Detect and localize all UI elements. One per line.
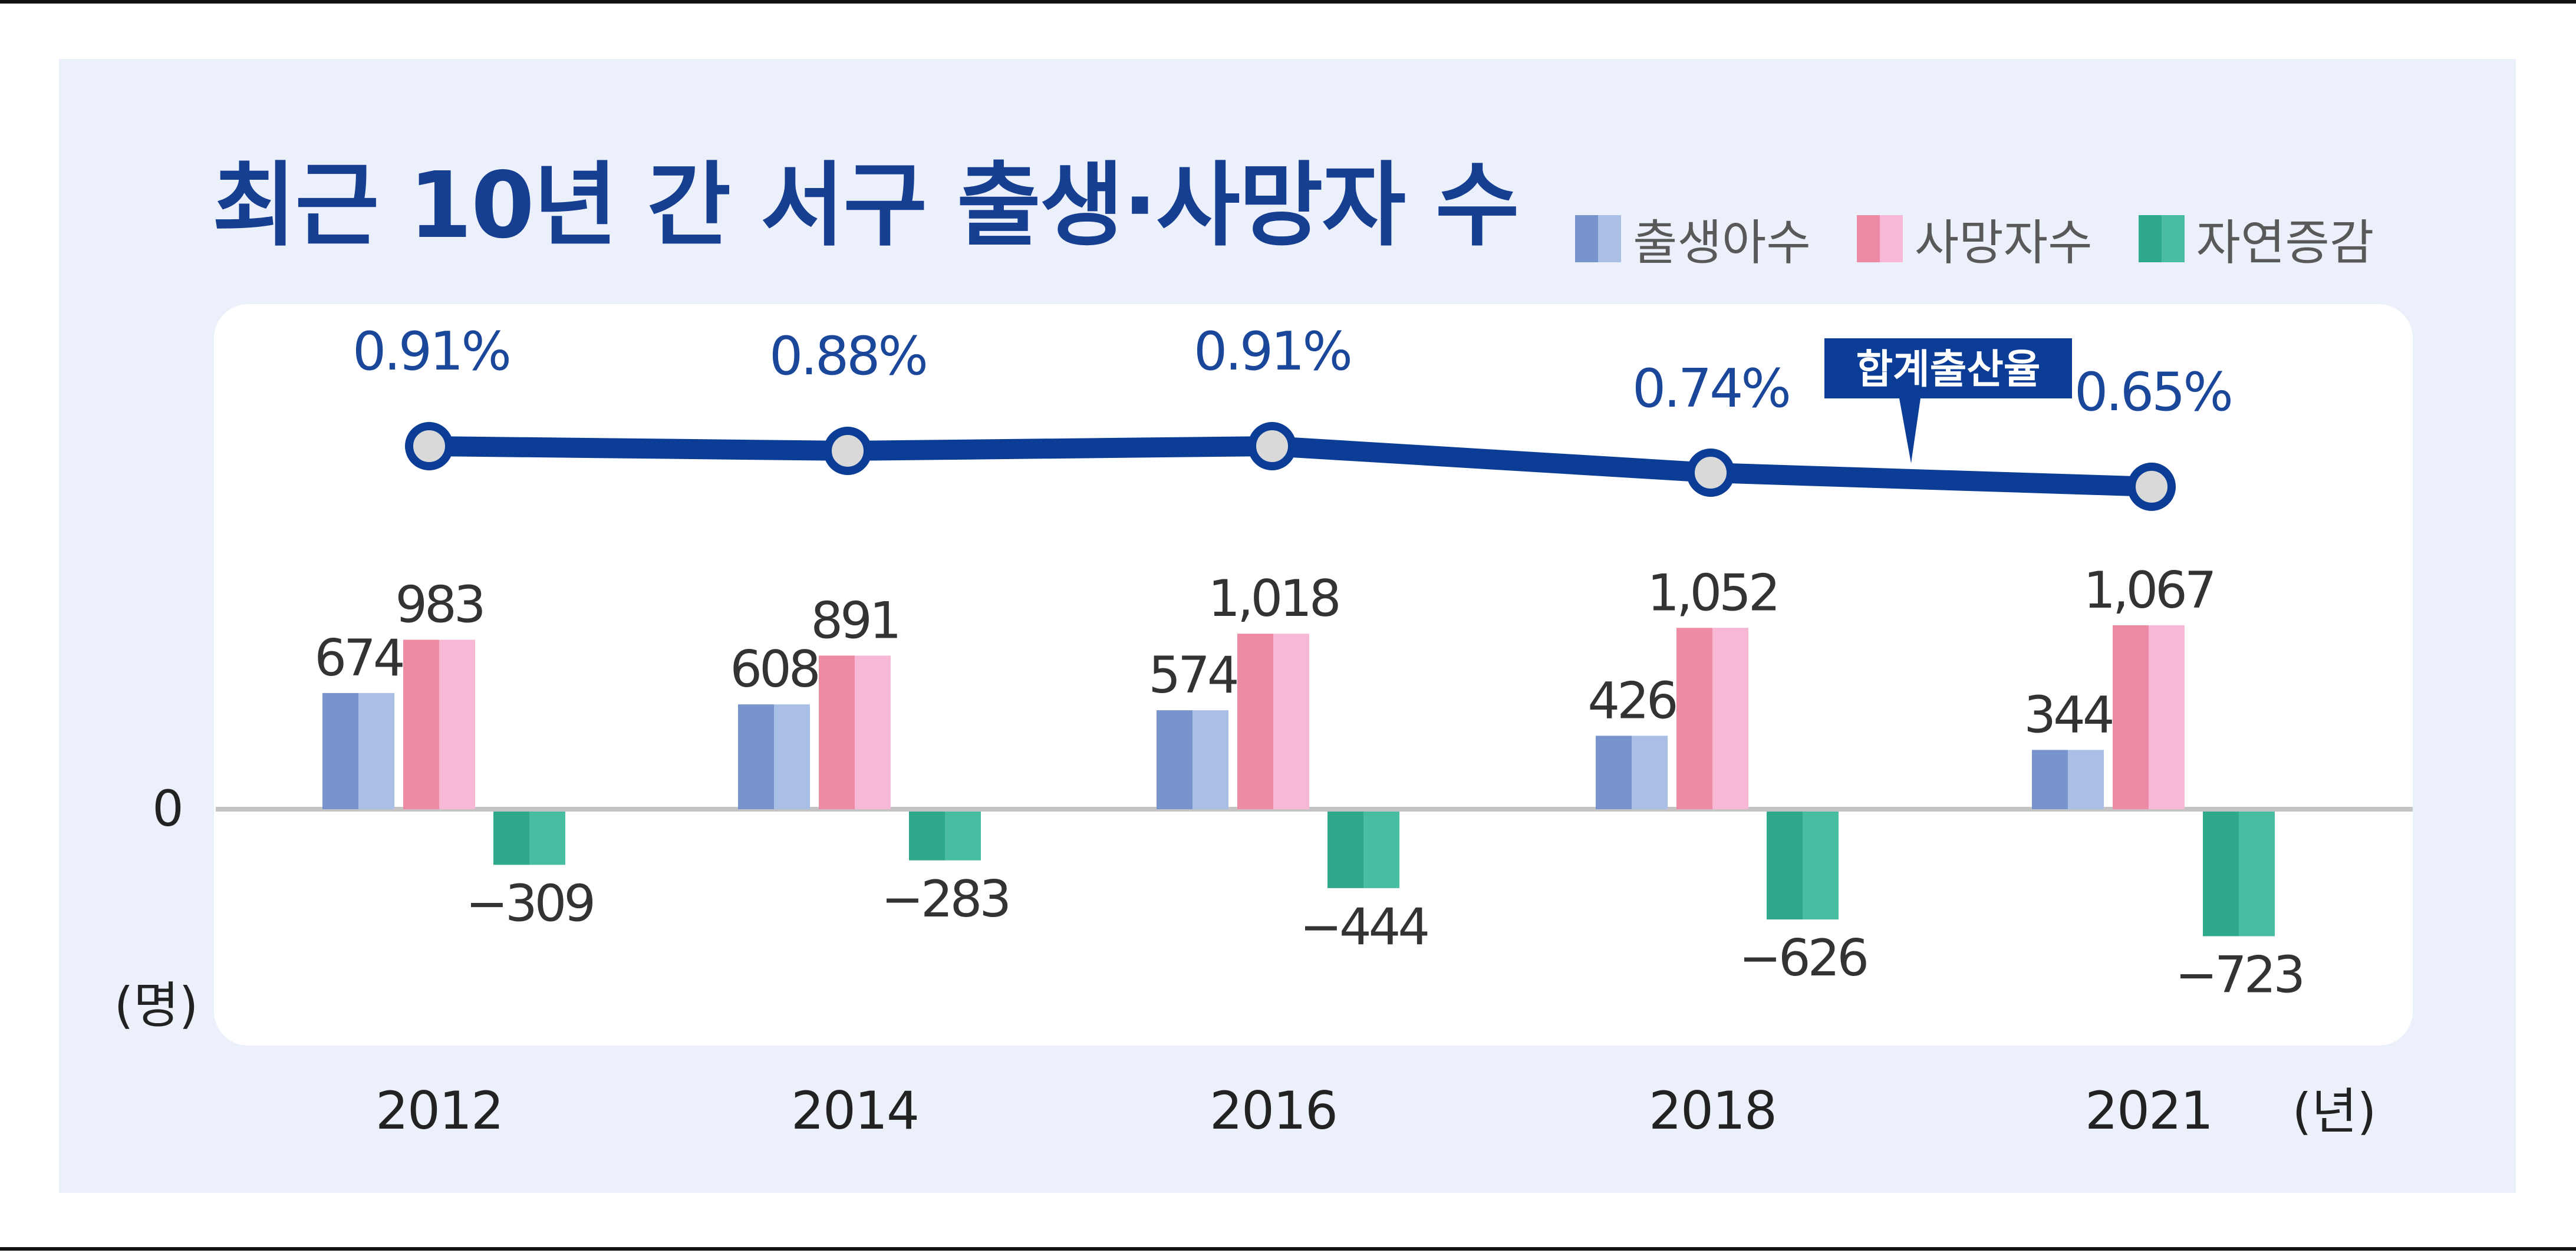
value-label-births-2016: 574 xyxy=(1148,646,1236,705)
y-unit-label: (명) xyxy=(114,977,199,1034)
value-label-natural-change-2014: −283 xyxy=(881,870,1009,929)
fertility-callout-box xyxy=(1824,338,2072,398)
bottom-border xyxy=(0,1247,2576,1251)
value-label-deaths-2016: 1,018 xyxy=(1208,569,1338,628)
bar-births-2018 xyxy=(1596,736,1632,809)
bar-deaths-2012 xyxy=(403,639,439,809)
bar-births-2018-highlight xyxy=(1632,736,1668,809)
bar-births-2012-highlight xyxy=(358,693,394,809)
bar-births-2014-highlight xyxy=(774,704,810,809)
bar-deaths-2012-highlight xyxy=(439,639,475,809)
fertility-label-2012: 0.91% xyxy=(353,321,509,383)
x-tick-2012: 2012 xyxy=(375,1080,503,1141)
fertility-label-2018: 0.74% xyxy=(1632,358,1789,420)
value-label-births-2021: 344 xyxy=(2024,685,2111,744)
legend: 출생아수 사망자수 자연증감 xyxy=(1575,203,2374,273)
bar-deaths-2014 xyxy=(819,655,855,809)
legend-label-deaths: 사망자수 xyxy=(1914,215,2093,271)
bar-natural-change-2021 xyxy=(2203,812,2239,937)
value-label-natural-change-2012: −309 xyxy=(466,874,593,933)
fertility-label-2014: 0.88% xyxy=(769,325,926,387)
value-label-natural-change-2016: −444 xyxy=(1300,898,1427,957)
bar-deaths-2021-highlight xyxy=(2149,625,2185,809)
fertility-callout-pointer xyxy=(1899,398,1921,463)
legend-swatch-births xyxy=(1575,215,1621,262)
fertility-callout-label: 합계출산율 xyxy=(1856,347,2041,393)
bar-deaths-2018 xyxy=(1676,628,1712,809)
fertility-point-2016 xyxy=(1248,422,1296,470)
bar-natural-change-2012 xyxy=(493,812,529,865)
fertility-label-2016: 0.91% xyxy=(1194,321,1350,383)
chart-title: 최근 10년 간 서구 출생·사망자 수 xyxy=(212,152,1520,259)
value-label-deaths-2012: 983 xyxy=(395,575,483,634)
top-border xyxy=(0,0,2576,4)
fertility-point-2014 xyxy=(823,426,872,475)
x-tick-2021: 2021 xyxy=(2085,1080,2212,1141)
bar-natural-change-2014-highlight xyxy=(945,812,981,860)
legend-item-natural-change: 자연증감 xyxy=(2138,203,2374,273)
value-label-deaths-2014: 891 xyxy=(811,591,898,650)
x-tick-2014: 2014 xyxy=(791,1080,918,1141)
value-label-deaths-2021: 1,067 xyxy=(2083,561,2213,620)
plot-area xyxy=(214,304,2413,1046)
fertility-point-2018 xyxy=(1686,449,1735,497)
x-tick-2018: 2018 xyxy=(1649,1080,1776,1141)
bar-deaths-2021 xyxy=(2113,625,2149,809)
bar-natural-change-2012-highlight xyxy=(529,812,565,865)
bar-deaths-2016-highlight xyxy=(1273,634,1309,809)
bar-births-2012 xyxy=(322,693,358,809)
value-label-births-2018: 426 xyxy=(1587,671,1675,730)
bar-deaths-2016 xyxy=(1237,634,1273,809)
x-unit-label: (년) xyxy=(2292,1083,2377,1140)
value-label-births-2012: 674 xyxy=(314,629,402,688)
legend-item-deaths: 사망자수 xyxy=(1856,203,2093,273)
bar-births-2016-highlight xyxy=(1193,710,1228,809)
zero-label: 0 xyxy=(152,780,183,837)
legend-swatch-natural-change xyxy=(2138,215,2185,262)
fertility-point-2021 xyxy=(2127,462,2176,511)
value-label-deaths-2018: 1,052 xyxy=(1647,563,1777,622)
fertility-point-2012 xyxy=(405,422,453,470)
bar-natural-change-2021-highlight xyxy=(2239,812,2275,937)
x-tick-2016: 2016 xyxy=(1210,1080,1337,1141)
bar-natural-change-2016 xyxy=(1327,812,1363,888)
bar-natural-change-2014 xyxy=(909,812,945,860)
bar-natural-change-2016-highlight xyxy=(1363,812,1399,888)
legend-label-births: 출생아수 xyxy=(1633,215,1811,271)
legend-item-births: 출생아수 xyxy=(1575,203,1811,273)
legend-swatch-deaths xyxy=(1856,215,1903,262)
value-label-births-2014: 608 xyxy=(730,640,818,699)
bar-natural-change-2018-highlight xyxy=(1803,812,1839,920)
bar-births-2021 xyxy=(2032,750,2068,809)
legend-label-natural-change: 자연증감 xyxy=(2196,215,2374,271)
bar-deaths-2014-highlight xyxy=(855,655,891,809)
bar-births-2014 xyxy=(738,704,774,809)
bar-natural-change-2018 xyxy=(1767,812,1803,920)
value-label-natural-change-2021: −723 xyxy=(2175,945,2302,1004)
bar-births-2021-highlight xyxy=(2068,750,2104,809)
value-label-natural-change-2018: −626 xyxy=(1739,929,1866,988)
bar-deaths-2018-highlight xyxy=(1712,628,1748,809)
bar-births-2016 xyxy=(1157,710,1193,809)
fertility-label-2021: 0.65% xyxy=(2074,361,2231,423)
